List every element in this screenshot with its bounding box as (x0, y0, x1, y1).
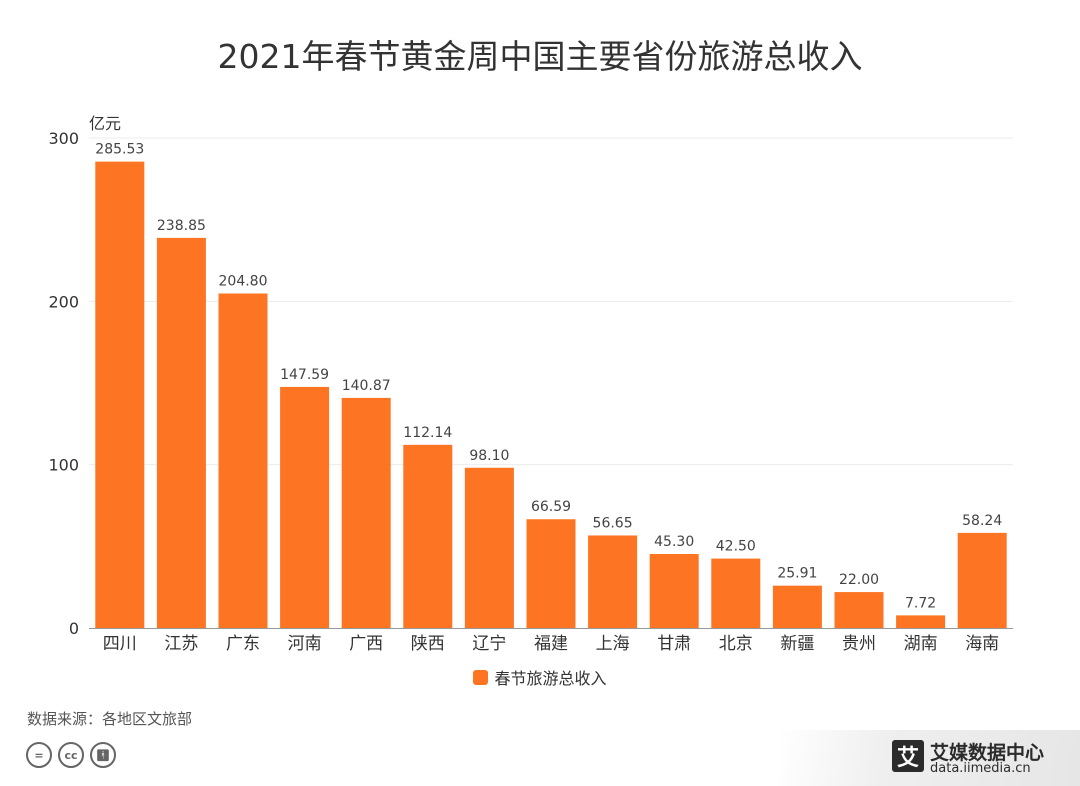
x-tick-label-广西: 广西 (349, 634, 383, 654)
x-tick-label-海南: 海南 (965, 634, 999, 654)
bar-上海[interactable] (588, 535, 638, 628)
x-tick-label-贵州: 贵州 (842, 634, 876, 654)
x-tick-label-四川: 四川 (103, 634, 137, 654)
bar-新疆[interactable] (772, 585, 822, 628)
bar-甘肃[interactable] (649, 554, 699, 628)
data-label-广西: 140.87 (342, 378, 391, 394)
data-label-江苏: 238.85 (157, 218, 206, 234)
x-tick-label-北京: 北京 (719, 634, 753, 654)
brand-watermark: 艾 艾媒数据中心 data.iimedia.cn (780, 730, 1080, 786)
legend-swatch (473, 669, 489, 685)
x-tick-label-湖南: 湖南 (904, 634, 938, 654)
bar-四川[interactable] (95, 161, 145, 628)
y-axis-ticks: 0 100 200 300 (48, 129, 79, 638)
data-label-辽宁: 98.10 (469, 448, 509, 464)
data-label-北京: 42.50 (716, 539, 756, 555)
bars (95, 161, 1007, 628)
bar-湖南[interactable] (896, 615, 946, 628)
equals-icon: = (26, 742, 52, 768)
license-icons: = cc 🚹︎ (26, 742, 116, 768)
data-label-湖南: 7.72 (905, 595, 936, 611)
bar-江苏[interactable] (156, 237, 206, 628)
x-tick-label-甘肃: 甘肃 (657, 634, 691, 654)
data-label-陕西: 112.14 (403, 425, 452, 441)
bar-chart: 0 100 200 300 亿元 285.53 238.85 204.80 147.59 14… (48, 114, 1013, 654)
x-tick-label-福建: 福建 (534, 634, 568, 654)
source-note: 数据来源：各地区文旅部 (27, 710, 193, 728)
legend[interactable]: 春节旅游总收入 (0, 665, 1080, 689)
data-label-福建: 66.59 (531, 499, 571, 515)
data-label-贵州: 22.00 (839, 572, 879, 588)
x-tick-label-江苏: 江苏 (164, 634, 198, 654)
data-label-甘肃: 45.30 (654, 534, 694, 550)
data-label-新疆: 25.91 (777, 566, 817, 582)
bar-广西[interactable] (341, 397, 391, 628)
x-tick-label-辽宁: 辽宁 (472, 634, 506, 654)
x-axis-ticks: 四川 江苏 广东 河南 广西 陕西 辽宁 福建 上海 甘肃 北京 新疆 贵州 湖南 海南 (103, 634, 999, 654)
data-label-上海: 56.65 (593, 515, 633, 531)
bar-海南[interactable] (957, 532, 1007, 628)
data-label-四川: 285.53 (95, 142, 144, 158)
cc-icon: cc (58, 742, 84, 768)
brand-url: data.iimedia.cn (930, 761, 1031, 776)
data-label-河南: 147.59 (280, 367, 329, 383)
chart-title: 2021年春节黄金周中国主要省份旅游总收入 (217, 37, 863, 76)
data-label-海南: 58.24 (962, 513, 1002, 529)
y-tick-label: 200 (48, 292, 79, 311)
bar-河南[interactable] (280, 386, 330, 628)
y-axis-unit: 亿元 (89, 114, 121, 133)
y-tick-label: 300 (48, 129, 79, 148)
x-tick-label-新疆: 新疆 (780, 634, 814, 654)
x-tick-label-广东: 广东 (226, 634, 260, 654)
bar-福建[interactable] (526, 519, 576, 628)
data-label-广东: 204.80 (219, 273, 268, 289)
person-icon: 🚹︎ (90, 742, 116, 768)
y-tick-label: 0 (69, 619, 79, 638)
bar-北京[interactable] (711, 558, 761, 628)
bar-辽宁[interactable] (464, 467, 514, 628)
x-tick-label-河南: 河南 (288, 634, 322, 654)
bar-陕西[interactable] (403, 444, 453, 628)
x-tick-label-上海: 上海 (596, 634, 630, 654)
brand-name: 艾媒数据中心 (930, 742, 1045, 764)
bar-贵州[interactable] (834, 592, 884, 628)
legend-label: 春节旅游总收入 (494, 669, 607, 688)
y-tick-label: 100 (48, 456, 79, 475)
x-tick-label-陕西: 陕西 (411, 634, 445, 654)
brand-logo: 艾 (892, 740, 924, 772)
bar-广东[interactable] (218, 293, 268, 628)
data-labels: 285.53 238.85 204.80 147.59 140.87 112.14 98.1… (95, 142, 1002, 612)
